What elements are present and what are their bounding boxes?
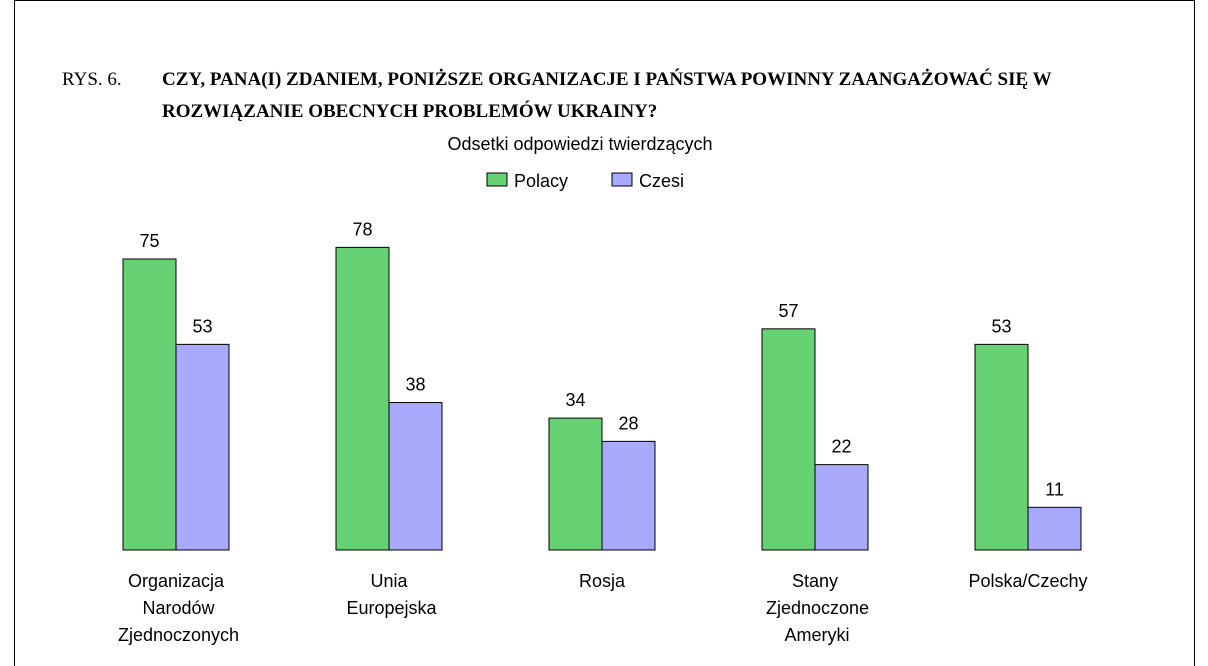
chart-title: CZY, PANA(I) ZDANIEM, PONIŻSZE ORGANIZAC… bbox=[162, 69, 1052, 122]
legend-swatch bbox=[611, 172, 633, 187]
bar bbox=[122, 258, 177, 551]
value-label: 38 bbox=[405, 375, 425, 395]
legend-swatch bbox=[486, 172, 508, 187]
legend-label: Polacy bbox=[514, 171, 568, 191]
bar bbox=[1027, 506, 1082, 551]
x-tick-label: Rosja bbox=[579, 571, 626, 591]
bar bbox=[175, 343, 230, 551]
figure-label: RYS. 6. bbox=[62, 69, 122, 90]
value-label: 53 bbox=[991, 316, 1011, 336]
value-label: 28 bbox=[618, 413, 638, 433]
bar bbox=[335, 246, 390, 551]
x-tick-label: Organizacja Narodów Zjednoczonych bbox=[113, 571, 239, 645]
x-tick-label: Stany Zjednoczone Ameryki bbox=[761, 571, 869, 645]
bar bbox=[388, 402, 443, 551]
bar bbox=[814, 464, 869, 551]
value-label: 75 bbox=[139, 231, 159, 251]
value-label: 11 bbox=[1045, 479, 1064, 499]
x-tick-label: Polska/Czechy bbox=[968, 571, 1087, 591]
chart-subtitle: Odsetki odpowiedzi twierdzących bbox=[447, 134, 712, 154]
bar bbox=[601, 440, 656, 551]
value-label: 22 bbox=[831, 437, 851, 457]
value-label: 57 bbox=[778, 301, 798, 321]
legend-label: Czesi bbox=[639, 171, 684, 191]
value-label: 34 bbox=[565, 390, 585, 410]
frame bbox=[14, 0, 1195, 666]
bar bbox=[761, 328, 816, 551]
bar bbox=[974, 343, 1029, 551]
value-label: 53 bbox=[192, 316, 212, 336]
value-label: 78 bbox=[352, 219, 372, 239]
x-tick-label: Unia Europejska bbox=[341, 571, 437, 618]
bar bbox=[548, 417, 603, 551]
